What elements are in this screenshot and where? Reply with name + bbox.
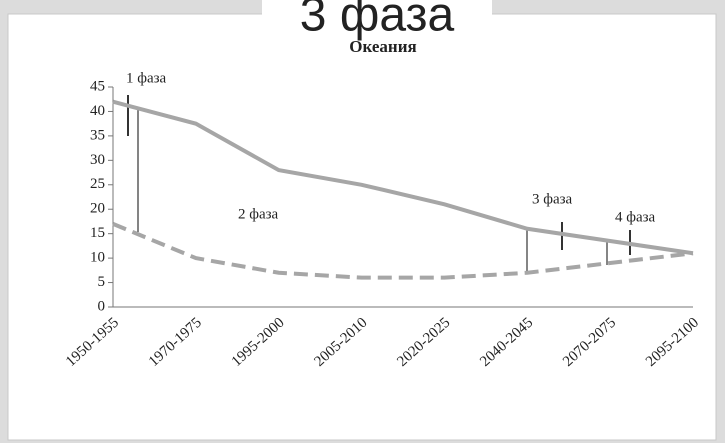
annotation: 3 фаза	[532, 191, 573, 207]
chart-title: Океания	[349, 37, 416, 56]
annotation: 1 фаза	[126, 70, 167, 86]
y-tick-label: 30	[90, 152, 105, 168]
y-tick-label: 35	[90, 127, 105, 143]
series-line	[112, 99, 694, 256]
y-tick-label: 0	[98, 298, 106, 314]
y-tick-label: 20	[90, 201, 105, 217]
annotation: 2 фаза	[238, 206, 279, 222]
annotation: 4 фаза	[615, 209, 656, 225]
series-line	[112, 222, 694, 280]
y-tick-label: 10	[90, 250, 105, 266]
y-tick-label: 15	[90, 225, 105, 241]
banner-box	[262, 0, 492, 44]
y-tick-label: 40	[90, 103, 105, 119]
y-tick-label: 25	[90, 176, 105, 192]
chart-area	[7, 13, 717, 441]
y-tick-label: 5	[98, 274, 106, 290]
banner: 3 фаза	[300, 0, 455, 42]
y-tick-label: 45	[90, 78, 105, 94]
